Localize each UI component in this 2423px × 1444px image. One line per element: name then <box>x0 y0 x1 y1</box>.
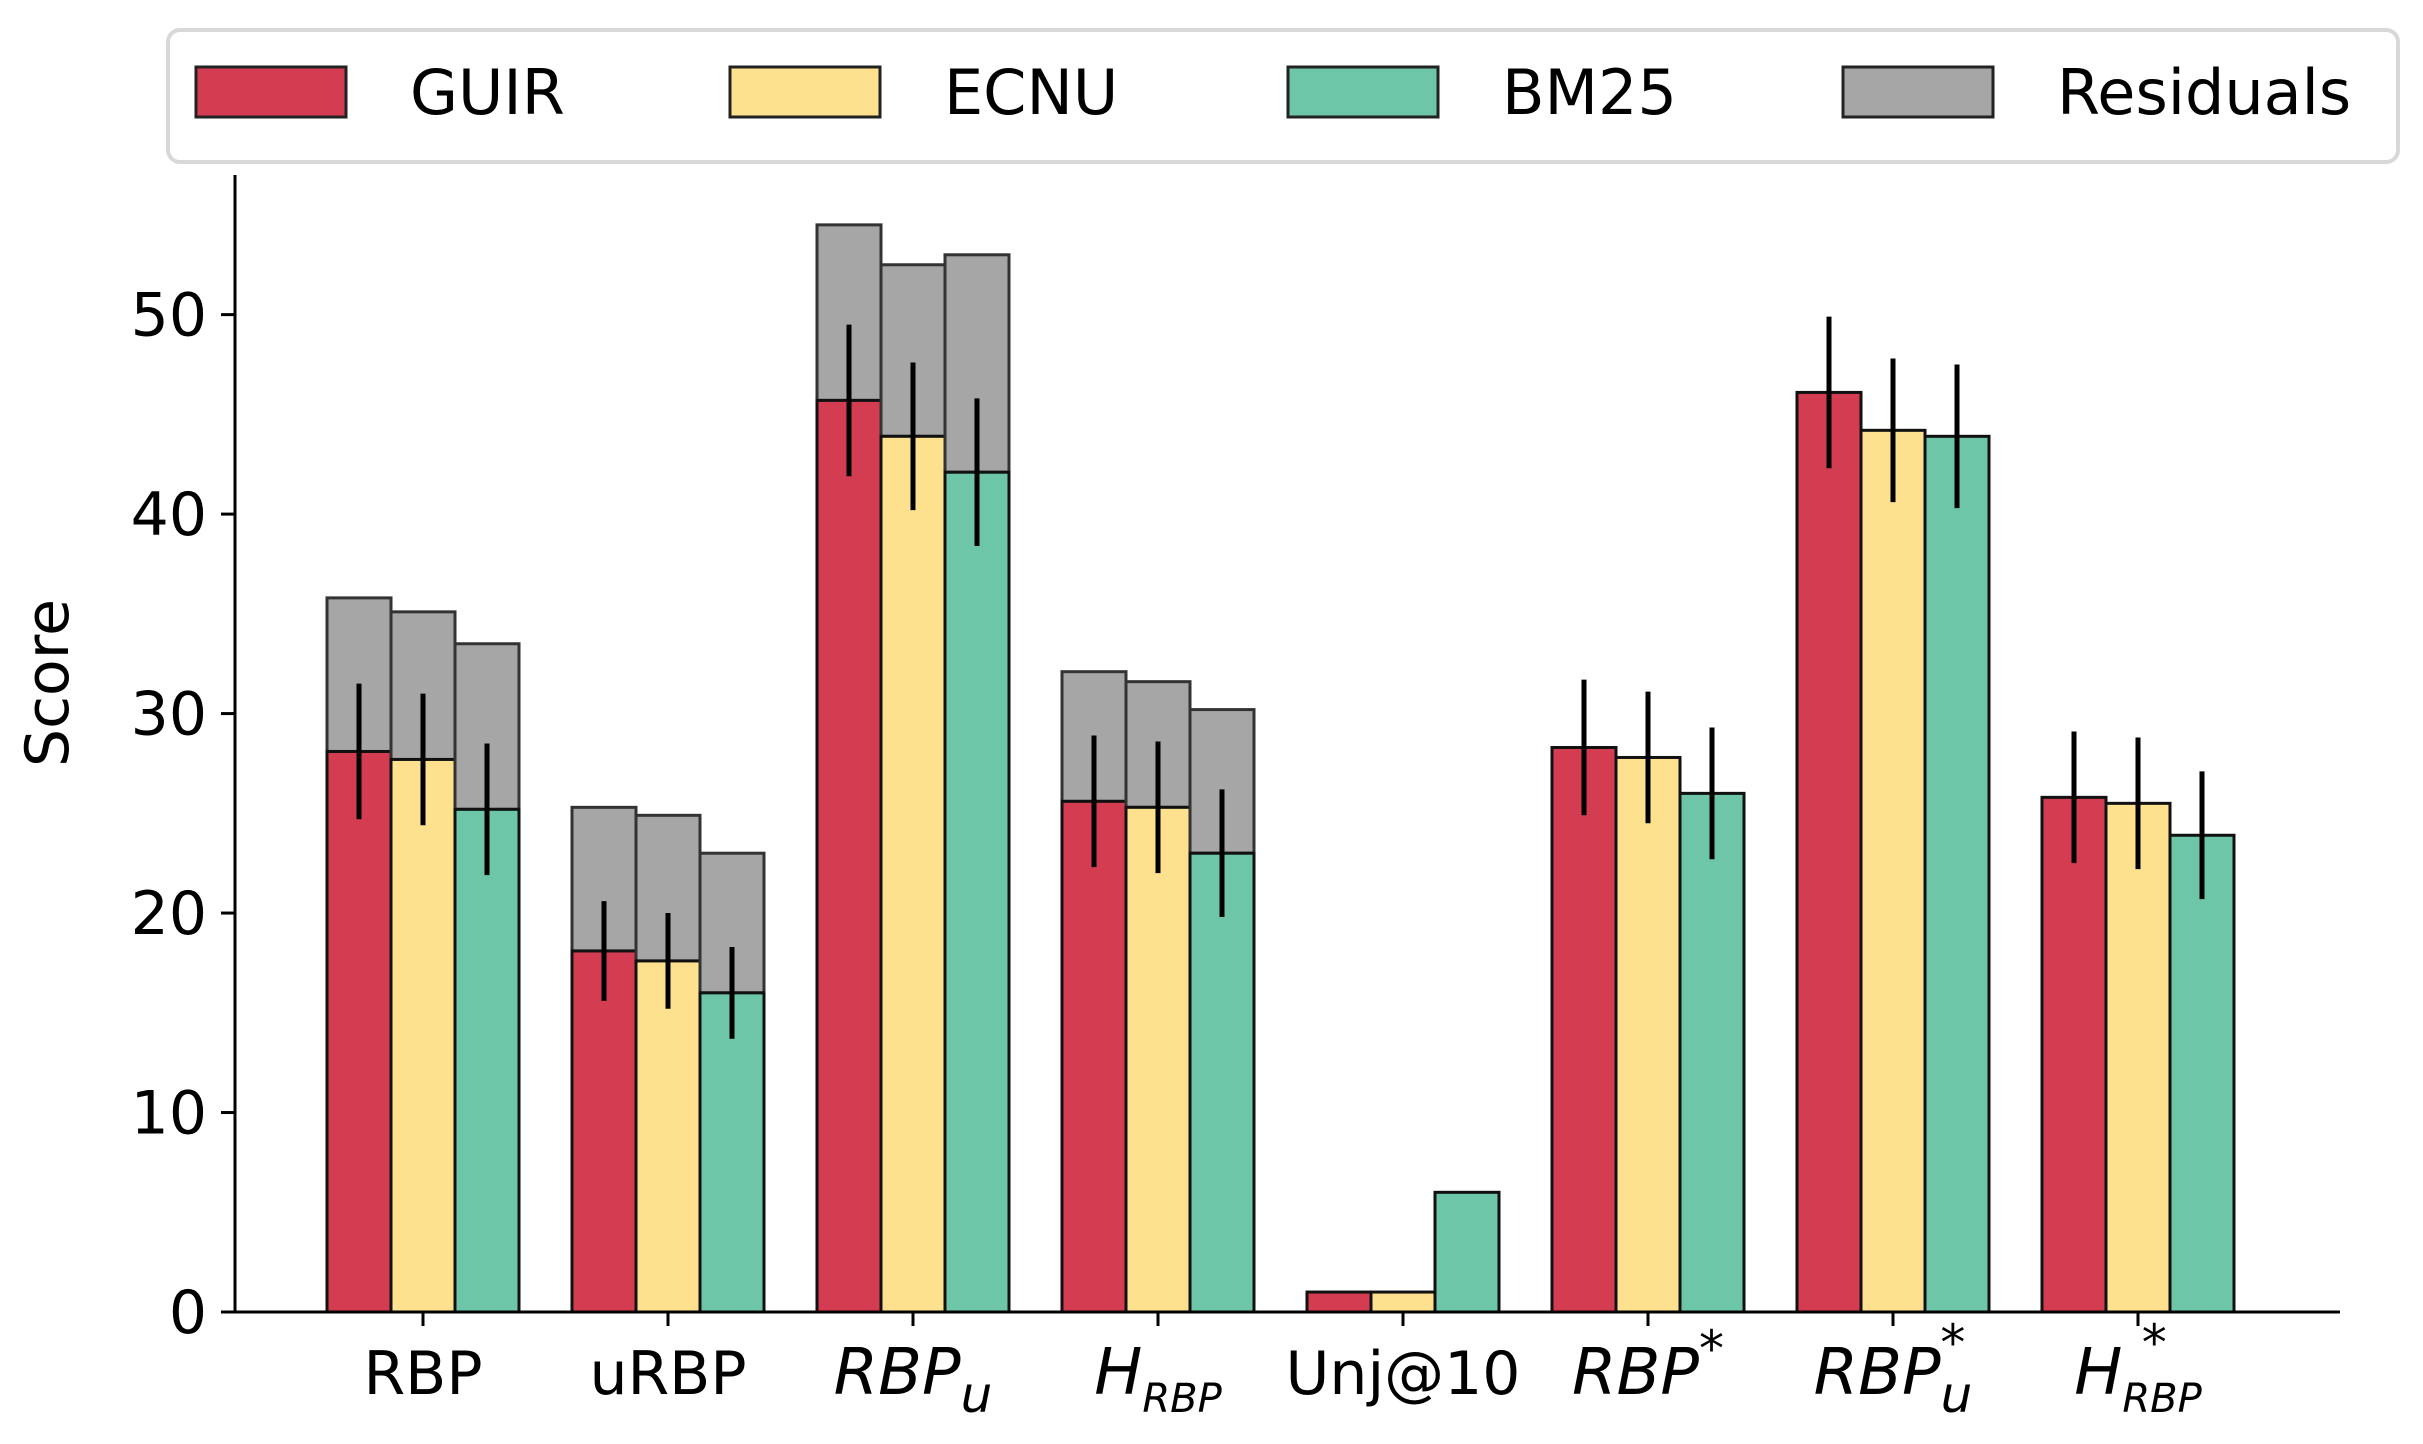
data-bar <box>879 434 947 1314</box>
legend-swatch <box>728 65 882 119</box>
data-bar <box>2040 795 2108 1314</box>
data-bar <box>698 991 766 1314</box>
y-tick-label: 20 <box>131 879 207 949</box>
data-bar <box>1550 745 1618 1314</box>
legend: GUIR ECNU BM25 Residuals <box>166 28 2400 164</box>
legend-box <box>166 28 2400 164</box>
y-axis-label: Score <box>13 599 83 767</box>
data-bar <box>815 398 883 1314</box>
legend-label: Residuals <box>2057 56 2351 129</box>
x-tick-label: uRBP <box>589 1339 746 1409</box>
axes-group: 0 10 20 30 40 50 RBP uRBP RBPu HRBP Unj@10 RBP* RBPu… <box>131 175 2340 1424</box>
x-tick-label: Unj@10 <box>1286 1339 1521 1409</box>
x-tick-label: HRBP <box>1094 1336 1222 1422</box>
y-tick-label: 0 <box>169 1278 207 1348</box>
data-bar <box>1859 428 1927 1314</box>
y-tick-label: 50 <box>131 281 207 351</box>
data-bar <box>1305 1290 1373 1314</box>
data-bar <box>2168 833 2236 1314</box>
data-bar <box>1188 851 1256 1314</box>
x-tick-label: HRBP* <box>2074 1314 2202 1422</box>
data-bar <box>2104 801 2172 1314</box>
data-bar <box>453 807 521 1314</box>
legend-label: ECNU <box>944 56 1118 129</box>
legend-swatch <box>194 65 348 119</box>
data-bar <box>1614 755 1682 1314</box>
x-tick-label: RBPu <box>834 1336 993 1424</box>
data-bar <box>570 949 638 1314</box>
data-bar <box>1678 791 1746 1314</box>
legend-swatch <box>1841 65 1995 119</box>
y-tick-label: 30 <box>131 680 207 750</box>
data-bar <box>1433 1190 1501 1314</box>
y-tick-label: 10 <box>131 1079 207 1149</box>
data-bar <box>943 470 1011 1314</box>
legend-swatch <box>1286 65 1440 119</box>
data-bar <box>1369 1290 1437 1314</box>
legend-label: GUIR <box>410 56 565 129</box>
data-bar <box>1923 434 1991 1314</box>
x-tick-label: RBPu* <box>1814 1314 1973 1424</box>
x-tick-label: RBP <box>363 1339 482 1409</box>
data-bar <box>634 959 702 1314</box>
data-bar <box>389 757 457 1314</box>
data-bar <box>1795 390 1863 1314</box>
data-bar <box>1060 799 1128 1314</box>
data-bar <box>325 749 393 1314</box>
legend-label: BM25 <box>1502 56 1677 129</box>
bars-group <box>325 223 2236 1314</box>
x-tick-label: RBP* <box>1572 1320 1724 1410</box>
error-bars-group <box>356 316 2205 1039</box>
data-bar <box>1124 805 1192 1314</box>
y-tick-label: 40 <box>131 480 207 550</box>
